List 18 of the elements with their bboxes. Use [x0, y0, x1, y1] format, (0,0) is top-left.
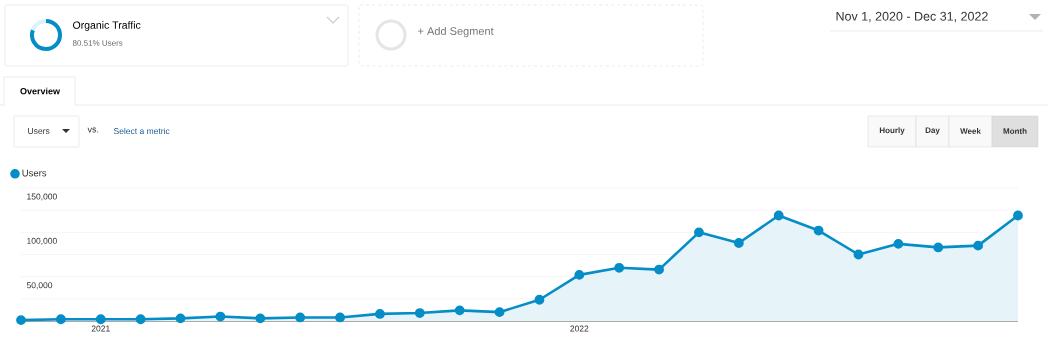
- text: Select a metric: [113, 127, 170, 135]
- text: Overview: [20, 87, 61, 95]
- chart-subtitle: 80.51% Users: [72, 40, 123, 46]
- text: Nov 1, 2020 - Dec 31, 2022: [836, 11, 988, 23]
- text: + Add Segment: [418, 26, 494, 38]
- text: Hourly: [879, 127, 905, 135]
- legend-label: Users: [22, 169, 47, 177]
- y-tick-label: 150,000: [27, 193, 57, 201]
- y-tick-label: 100,000: [27, 237, 57, 245]
- chart-title: Organic Traffic: [73, 21, 141, 31]
- y-tick-label: 50,000: [26, 282, 53, 290]
- text: Day: [925, 127, 940, 135]
- x-tick-label: 2022: [570, 325, 589, 332]
- text: Users: [28, 128, 50, 134]
- x-tick-label: 2021: [91, 325, 110, 332]
- text: vs.: [87, 127, 99, 133]
- text: Month: [1003, 128, 1027, 134]
- text: Week: [960, 128, 981, 134]
